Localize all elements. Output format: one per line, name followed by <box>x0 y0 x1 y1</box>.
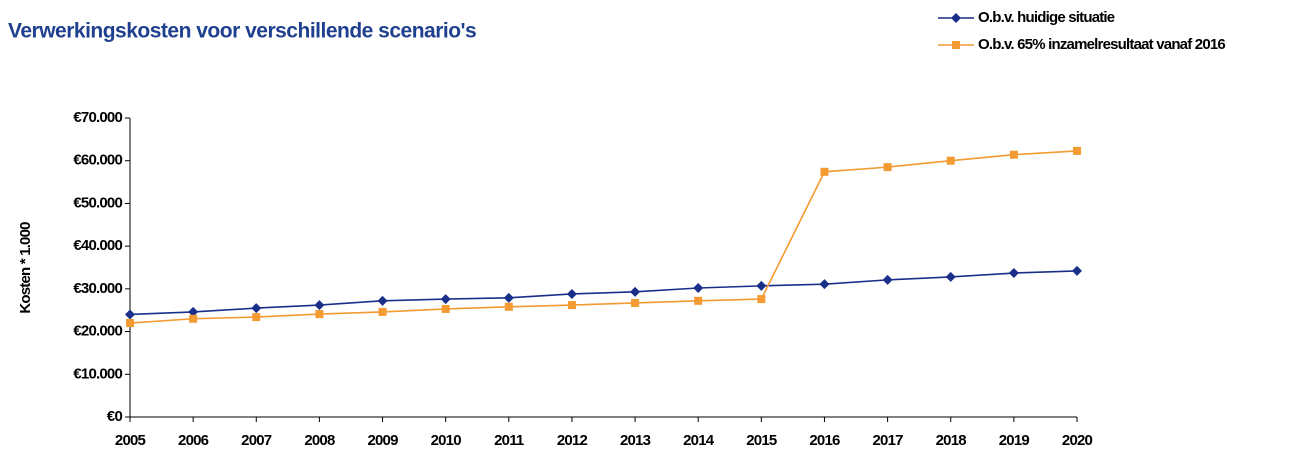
data-point <box>882 274 893 285</box>
x-tick-label: 2017 <box>873 432 904 449</box>
data-point <box>631 298 640 307</box>
data-point <box>378 307 387 316</box>
x-tick-label: 2012 <box>557 432 588 449</box>
series-line <box>129 150 1078 324</box>
data-point <box>251 303 262 314</box>
data-point <box>819 279 830 290</box>
data-point <box>567 301 576 310</box>
x-tick-label: 2006 <box>178 432 209 449</box>
data-point <box>504 302 513 311</box>
x-tick-label: 2018 <box>936 432 967 449</box>
data-point <box>188 306 199 317</box>
legend-marker <box>951 13 961 23</box>
y-tick-label: €70.000 <box>73 109 122 126</box>
data-point <box>1072 265 1082 276</box>
legend-label: O.b.v. 65% inzamelresultaat vanaf 2016 <box>978 36 1225 53</box>
data-point <box>1009 150 1018 159</box>
y-tick-label: €0 <box>107 408 123 425</box>
x-tick-label: 2019 <box>999 432 1030 449</box>
data-point <box>820 167 829 176</box>
data-point <box>315 310 324 319</box>
legend-marker <box>952 41 960 49</box>
y-tick-label: €40.000 <box>73 237 122 254</box>
data-point <box>377 295 388 306</box>
y-tick-label: €30.000 <box>73 280 122 297</box>
data-point <box>756 280 767 291</box>
x-tick-label: 2007 <box>241 432 272 449</box>
data-point <box>945 271 956 282</box>
data-point <box>757 295 766 304</box>
x-tick-label: 2020 <box>1062 432 1093 449</box>
y-tick-label: €10.000 <box>73 365 122 382</box>
chart-title: Verwerkingskosten voor verschillende sce… <box>8 20 476 43</box>
data-point <box>883 163 892 172</box>
data-point <box>694 296 703 305</box>
y-tick-label: €20.000 <box>73 323 122 340</box>
data-point <box>189 314 198 323</box>
x-tick-label: 2015 <box>746 432 777 449</box>
x-tick-label: 2010 <box>431 432 462 449</box>
x-tick-label: 2013 <box>620 432 651 449</box>
y-tick-label: €50.000 <box>73 194 122 211</box>
x-tick-label: 2016 <box>809 432 840 449</box>
data-point <box>252 313 261 322</box>
data-point <box>126 319 134 328</box>
legend-label: O.b.v. huidige situatie <box>978 9 1115 26</box>
data-point <box>1073 146 1081 155</box>
y-axis-label: Kosten * 1.000 <box>17 222 34 314</box>
series-line <box>129 270 1078 316</box>
data-point <box>503 292 514 303</box>
data-point <box>946 156 955 165</box>
data-point <box>441 304 450 313</box>
x-tick-label: 2011 <box>494 432 524 449</box>
x-tick-label: 2008 <box>304 432 335 449</box>
data-point <box>693 283 704 294</box>
data-point <box>1008 268 1019 279</box>
data-point <box>566 288 577 299</box>
y-tick-label: €60.000 <box>73 152 122 169</box>
data-point <box>125 309 135 320</box>
data-point <box>440 294 451 305</box>
data-point <box>314 300 325 311</box>
x-tick-label: 2014 <box>683 432 715 449</box>
x-tick-label: 2009 <box>367 432 398 449</box>
data-point <box>630 286 641 297</box>
x-tick-label: 2005 <box>115 432 146 449</box>
